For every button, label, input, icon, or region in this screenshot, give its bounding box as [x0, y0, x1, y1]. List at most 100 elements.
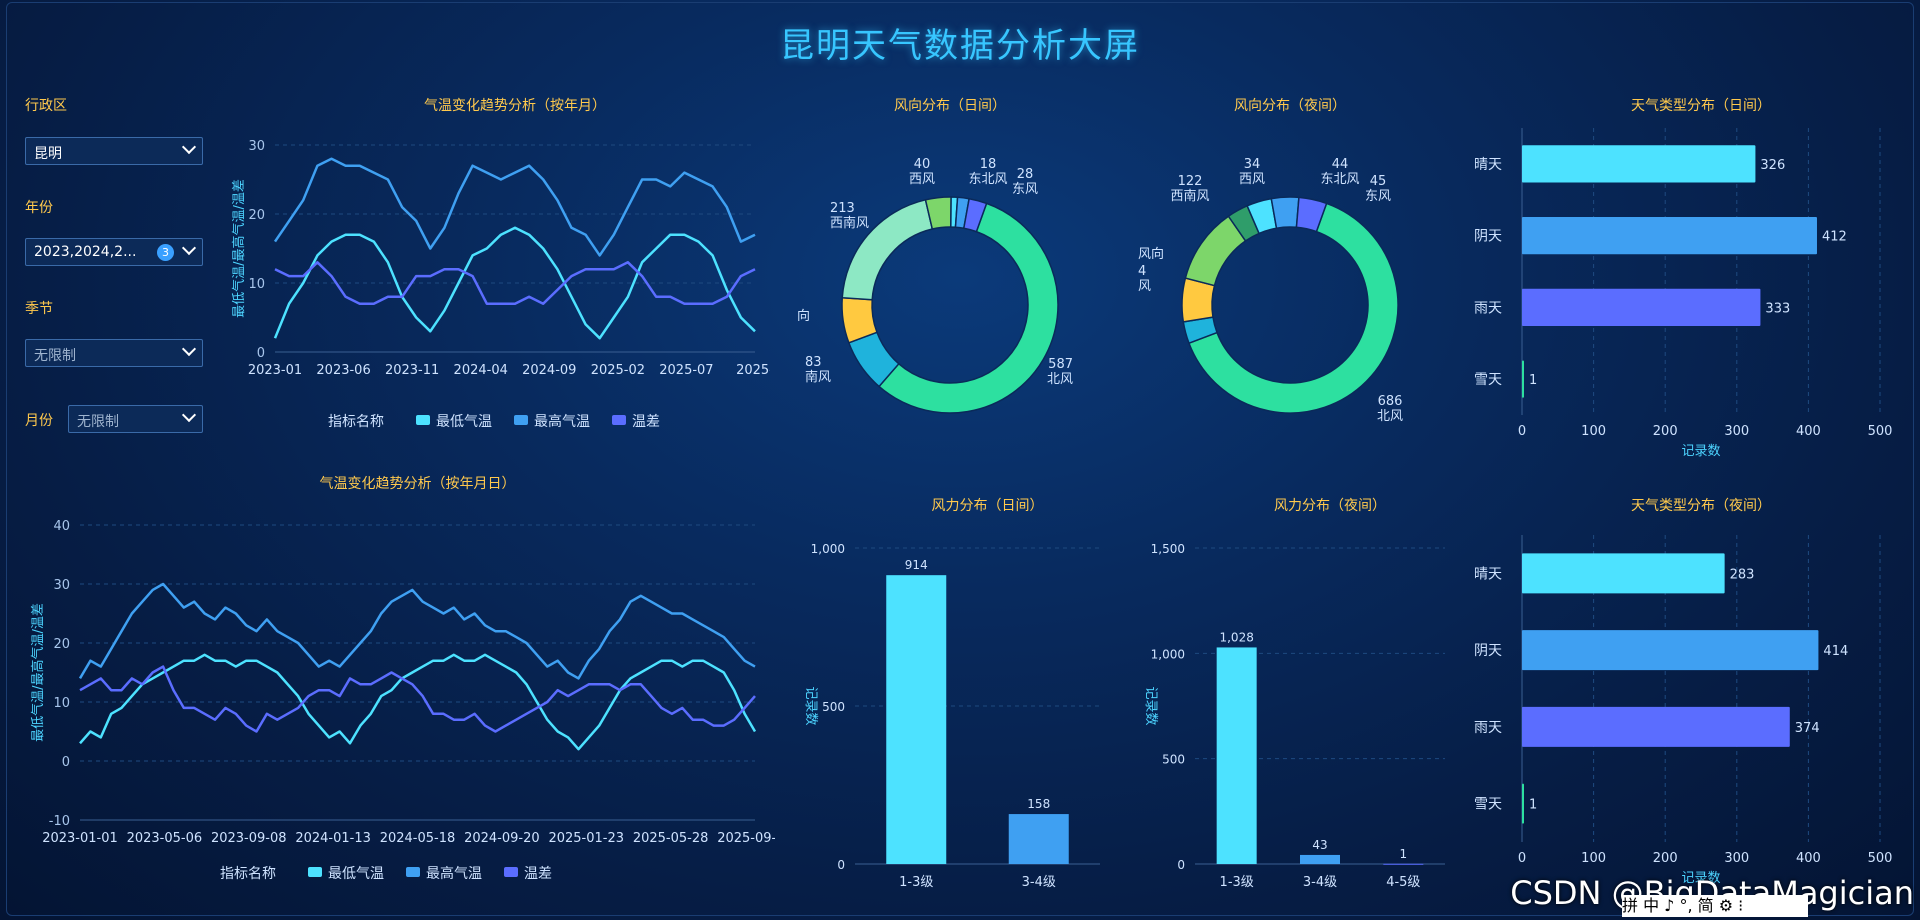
- bar: [1522, 706, 1790, 747]
- month-value: 无限制: [77, 414, 119, 430]
- series-line-1: [79, 653, 757, 751]
- legend-item: 最高气温: [426, 865, 482, 882]
- x-tick-label: 400: [1796, 424, 1821, 439]
- slice-label: 18: [980, 157, 997, 172]
- x-tick-label: 2025-02: [591, 363, 645, 378]
- pie-slice: [841, 198, 934, 301]
- bar: [1522, 288, 1761, 327]
- slice-label: 西南风: [830, 215, 869, 231]
- x-tick-label: 2025-07: [659, 363, 713, 378]
- district-select[interactable]: 昆明: [25, 137, 203, 165]
- legend-title: 指标名称: [220, 866, 276, 882]
- x-tick-label: 300: [1724, 851, 1749, 866]
- y-tick-label: 30: [248, 139, 265, 154]
- ime-toolbar[interactable]: 拼 中 ♪ °, 简 ⚙ ⁝: [1622, 895, 1808, 917]
- y-tick-label: 10: [248, 277, 265, 292]
- bar: [1300, 854, 1340, 864]
- y-tick-label: 20: [53, 637, 70, 652]
- category-label: 3-4级: [1022, 875, 1056, 890]
- category-label: 1-3级: [1220, 875, 1254, 890]
- x-tick-label: 2023-11: [385, 363, 439, 378]
- x-tick-label: 0: [1518, 851, 1526, 866]
- chart-title: 风力分布（日间）: [932, 498, 1044, 514]
- y-tick-label: 500: [822, 700, 845, 714]
- bar-value-label: 158: [1027, 797, 1050, 811]
- category-label: 晴天: [1474, 566, 1502, 582]
- slice-label: 28: [1017, 167, 1034, 182]
- x-tick-label: 2023-09-08: [211, 831, 287, 846]
- series-line-2: [273, 157, 756, 257]
- bar: [1383, 863, 1424, 865]
- y-axis-label: 最低气温/最高气温/温差: [30, 603, 46, 742]
- x-tick-label: 500: [1868, 851, 1893, 866]
- bar-value-label: 333: [1765, 301, 1790, 316]
- x-axis-label: 记录数: [1681, 444, 1720, 459]
- category-label: 1-3级: [899, 875, 933, 890]
- category-label: 晴天: [1474, 157, 1502, 173]
- pie-slice: [962, 197, 988, 233]
- y-tick-label: 0: [62, 755, 70, 770]
- bar-value-label: 283: [1730, 567, 1755, 582]
- month-select[interactable]: 无限制: [68, 405, 203, 433]
- slice-label: 西风: [909, 172, 935, 187]
- chevron-down-icon: [181, 139, 197, 155]
- screen-frame: [6, 2, 1914, 916]
- series-line-1: [273, 226, 756, 340]
- legend-swatch: [416, 415, 430, 425]
- chart-title: 气温变化趋势分析（按年月日）: [320, 476, 516, 492]
- category-label: 阴天: [1474, 229, 1502, 245]
- y-axis-label: 记录数: [1143, 686, 1158, 725]
- slice-label: 213: [830, 201, 855, 216]
- bar: [1216, 647, 1257, 864]
- slice-label: 向: [797, 308, 810, 324]
- year-select[interactable]: 2023,2024,2... 3: [25, 238, 203, 266]
- series-line-3: [79, 665, 756, 733]
- legend-item: 温差: [632, 414, 660, 430]
- month-label: 月份: [25, 413, 53, 429]
- chart-title: 风向分布（日间）: [894, 98, 1006, 114]
- pie-slice: [1295, 196, 1328, 233]
- year-label: 年份: [25, 200, 53, 216]
- slice-label: 南风: [805, 369, 831, 385]
- y-tick-label: 0: [1177, 858, 1185, 872]
- bar-value-label: 374: [1795, 721, 1820, 736]
- legend-item: 最低气温: [328, 866, 384, 882]
- district-value: 昆明: [34, 146, 62, 162]
- bar-value-label: 914: [905, 558, 928, 572]
- legend-title: 指标名称: [328, 414, 384, 430]
- bar-value-label: 1: [1529, 798, 1537, 813]
- season-select[interactable]: 无限制: [25, 339, 203, 367]
- year-value: 2023,2024,2...: [34, 244, 137, 260]
- y-tick-label: 10: [53, 696, 70, 711]
- bar: [1522, 630, 1819, 671]
- slice-label: 40: [914, 157, 931, 172]
- pie-slice: [878, 202, 1059, 414]
- bar: [1008, 814, 1069, 864]
- bar: [1522, 553, 1725, 594]
- category-label: 4-5级: [1386, 875, 1420, 890]
- chart-title: 风力分布（夜间）: [1274, 498, 1386, 514]
- chart-title: 风向分布（夜间）: [1234, 98, 1346, 114]
- legend-swatch: [504, 867, 518, 877]
- x-tick-label: 2024-01-13: [295, 831, 371, 846]
- wind-force-day-chart: 风力分布（日间） 0 500 1,000 记录数 914 1-3级 158 3-4级: [803, 498, 1100, 890]
- y-axis-label: 记录数: [803, 686, 818, 725]
- x-tick-label: 200: [1653, 851, 1678, 866]
- slice-label: 122: [1178, 174, 1203, 189]
- slice-label: 东北风: [1320, 172, 1359, 187]
- bar: [1522, 783, 1524, 824]
- slice-label: 44: [1332, 157, 1349, 172]
- slice-label: 西南风: [1170, 188, 1209, 204]
- season-value: 无限制: [34, 348, 76, 364]
- x-tick-label: 500: [1868, 424, 1893, 439]
- y-tick-label: 1,500: [1151, 542, 1185, 556]
- x-tick-label: 2024-05-18: [380, 831, 456, 846]
- bar-value-label: 43: [1312, 838, 1327, 852]
- bar-value-label: 326: [1760, 158, 1785, 173]
- category-label: 雪天: [1474, 797, 1502, 813]
- category-label: 雪天: [1474, 372, 1502, 388]
- x-tick-label: 2023-01: [248, 363, 302, 378]
- legend-item: 最高气温: [534, 413, 590, 430]
- legend-item: 温差: [524, 866, 552, 882]
